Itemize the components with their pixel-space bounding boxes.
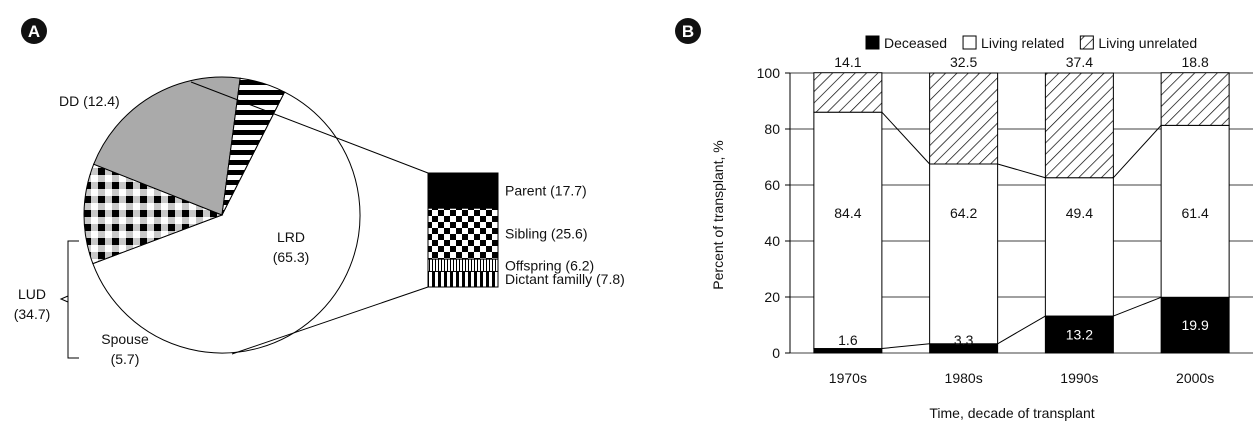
y-tick-label-5: 100 xyxy=(757,65,781,81)
x-tick-label-1: 1980s xyxy=(945,370,983,386)
zoom-line-top xyxy=(190,81,429,174)
bar-label-living-related-0: 84.4 xyxy=(834,205,861,221)
bar-label-living-unrelated-0: 14.1 xyxy=(834,54,861,70)
y-tick-label-0: 0 xyxy=(772,345,780,361)
breakdown-segment-3 xyxy=(427,270,499,288)
bar-label-living-unrelated-1: 32.5 xyxy=(950,54,977,70)
x-axis-title: Time, decade of transplant xyxy=(929,405,1094,421)
panel-a-label: A xyxy=(28,22,40,41)
bar-1990s-living-unrelated xyxy=(1044,72,1114,179)
breakdown-segment-0 xyxy=(427,172,499,209)
legend-label-0: Deceased xyxy=(884,35,947,51)
legend-label-1: Living related xyxy=(981,35,1064,51)
bar-label-deceased-3: 19.9 xyxy=(1182,317,1209,333)
bar-1990s-deceased xyxy=(1044,315,1114,354)
connector-1-0 xyxy=(997,315,1046,345)
connector-0-1 xyxy=(881,111,930,165)
panel-a: A LRD (65.3) DD (12.4) Spouse (5.7) LUD … xyxy=(14,18,625,367)
bar-2000s-deceased xyxy=(1160,296,1230,354)
stacked-bar-chart: 0 20 40 60 80 100 1.6 84.4 14.1 1970s 3.3 64.2 32.5 1… xyxy=(757,54,1253,386)
pie-slice-lud xyxy=(93,76,241,216)
bar-label-deceased-1: 3.3 xyxy=(954,332,974,348)
pie-label-lrd: LRD xyxy=(277,229,305,245)
y-tick-label-3: 60 xyxy=(764,177,780,193)
x-tick-label-3: 2000s xyxy=(1176,370,1214,386)
pie-slice-dd xyxy=(83,163,224,265)
x-tick-label-0: 1970s xyxy=(829,370,867,386)
pie-label-spouse: Spouse xyxy=(101,331,149,347)
pie-chart xyxy=(83,76,361,354)
pie-slice-lrd xyxy=(92,91,361,354)
lud-bracket xyxy=(59,240,79,359)
connector-2-0 xyxy=(1113,296,1162,317)
bar-1970s-living-unrelated xyxy=(813,72,883,113)
bar-label-living-unrelated-3: 18.8 xyxy=(1182,54,1209,70)
bar-1970s-deceased xyxy=(813,348,883,354)
bar-label-living-unrelated-2: 37.4 xyxy=(1066,54,1093,70)
bar-label-deceased-2: 13.2 xyxy=(1066,327,1093,343)
y-tick-label-4: 80 xyxy=(764,121,780,137)
bar-1980s-living-unrelated xyxy=(929,72,999,165)
bar-1980s-living-related xyxy=(929,163,999,345)
legend: Deceased Living related Living unrelated xyxy=(865,35,1197,51)
lud-label: LUD xyxy=(18,286,46,302)
pie-label-spouse-value: (5.7) xyxy=(111,351,140,367)
breakdown-segment-1 xyxy=(427,207,499,260)
zoom-line-bottom xyxy=(231,286,429,355)
connector-0-0 xyxy=(881,343,930,350)
bar-label-living-related-2: 49.4 xyxy=(1066,205,1093,221)
bar-1970s-living-related xyxy=(813,111,883,350)
y-tick-label-2: 40 xyxy=(764,233,780,249)
bar-label-deceased-0: 1.6 xyxy=(838,332,858,348)
breakdown-label-3: Dictant familly (7.8) xyxy=(505,271,625,287)
x-tick-label-2: 1990s xyxy=(1060,370,1098,386)
panel-b: B Deceased Living related Living unrelated… xyxy=(675,18,1253,421)
y-axis-title: Percent of transplant, % xyxy=(710,140,726,289)
panel-b-label: B xyxy=(682,22,694,41)
legend-swatch-1 xyxy=(962,35,977,50)
panel-b-badge xyxy=(675,18,701,44)
bar-2000s-living-related xyxy=(1160,124,1230,298)
breakdown-label-1: Sibling (25.6) xyxy=(505,226,588,242)
connector-1-1 xyxy=(997,163,1046,179)
legend-label-2: Living unrelated xyxy=(1098,35,1197,51)
connector-2-1 xyxy=(1113,125,1162,179)
legend-swatch-2 xyxy=(1079,35,1094,50)
panel-a-badge xyxy=(21,18,47,44)
pie-label-lrd-value: (65.3) xyxy=(273,249,310,265)
legend-swatch-0 xyxy=(865,35,880,50)
bar-label-living-related-3: 61.4 xyxy=(1182,205,1209,221)
breakdown-segment-2 xyxy=(427,258,499,272)
bar-1990s-living-related xyxy=(1044,177,1114,317)
bar-2000s-living-unrelated xyxy=(1160,72,1230,126)
pie-label-dd: DD (12.4) xyxy=(59,93,120,109)
y-tick-label-1: 20 xyxy=(764,289,780,305)
breakdown-bar: Parent (17.7) Sibling (25.6) Offspring (6.… xyxy=(427,172,625,288)
bar-label-living-related-1: 64.2 xyxy=(950,205,977,221)
breakdown-label-0: Parent (17.7) xyxy=(505,183,587,199)
lud-value: (34.7) xyxy=(14,306,51,322)
breakdown-label-2: Offspring (6.2) xyxy=(505,257,594,273)
